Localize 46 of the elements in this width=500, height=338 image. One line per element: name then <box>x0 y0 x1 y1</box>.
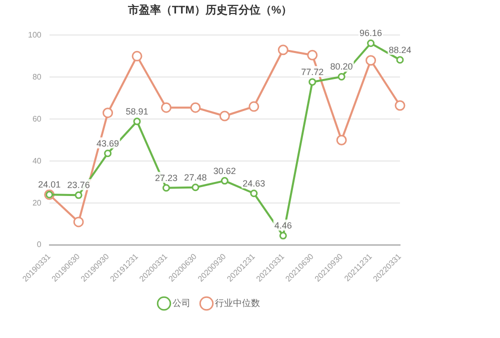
point <box>102 108 114 118</box>
point <box>219 110 230 122</box>
data-label: 27.23 <box>154 172 178 183</box>
y-tick-label: 40 <box>32 156 42 166</box>
point <box>367 40 375 48</box>
data-label: 4.46 <box>274 220 292 231</box>
legend-label: 行业中位数 <box>215 298 260 308</box>
point <box>192 184 200 192</box>
point <box>278 44 288 56</box>
data-label: 88.24 <box>388 44 412 55</box>
y-tick-label: 0 <box>36 240 42 250</box>
point <box>366 55 376 66</box>
y-tick-label: 100 <box>28 30 42 40</box>
data-label: 58.91 <box>126 106 148 116</box>
point <box>132 50 142 62</box>
data-label: 23.76 <box>67 180 90 190</box>
data-label: 43.69 <box>96 138 120 148</box>
point <box>396 56 404 64</box>
point <box>248 101 260 112</box>
data-label: 80.20 <box>330 62 353 72</box>
point <box>160 102 172 113</box>
point <box>336 134 347 146</box>
data-label: 30.62 <box>213 166 236 176</box>
chart-title: 市盈率（TTM）历史百分位（%） <box>126 4 292 17</box>
point <box>307 50 318 60</box>
point <box>104 150 112 158</box>
data-label: 24.01 <box>38 180 61 190</box>
point <box>190 102 201 113</box>
point <box>279 232 287 240</box>
point <box>338 73 346 80</box>
point <box>73 216 84 228</box>
y-tick-label: 60 <box>32 114 42 124</box>
legend-label: 公司 <box>172 298 190 308</box>
data-label: 77.72 <box>301 66 324 77</box>
data-label: 24.63 <box>242 178 266 188</box>
point <box>308 78 316 86</box>
point <box>133 118 141 126</box>
point <box>162 184 170 192</box>
point <box>74 191 82 199</box>
data-label: 27.48 <box>184 172 207 182</box>
point <box>220 177 228 185</box>
data-label: 96.16 <box>360 28 382 38</box>
point <box>250 190 258 198</box>
point <box>394 100 406 111</box>
y-tick-label: 80 <box>32 72 42 82</box>
y-tick-label: 20 <box>32 198 42 208</box>
